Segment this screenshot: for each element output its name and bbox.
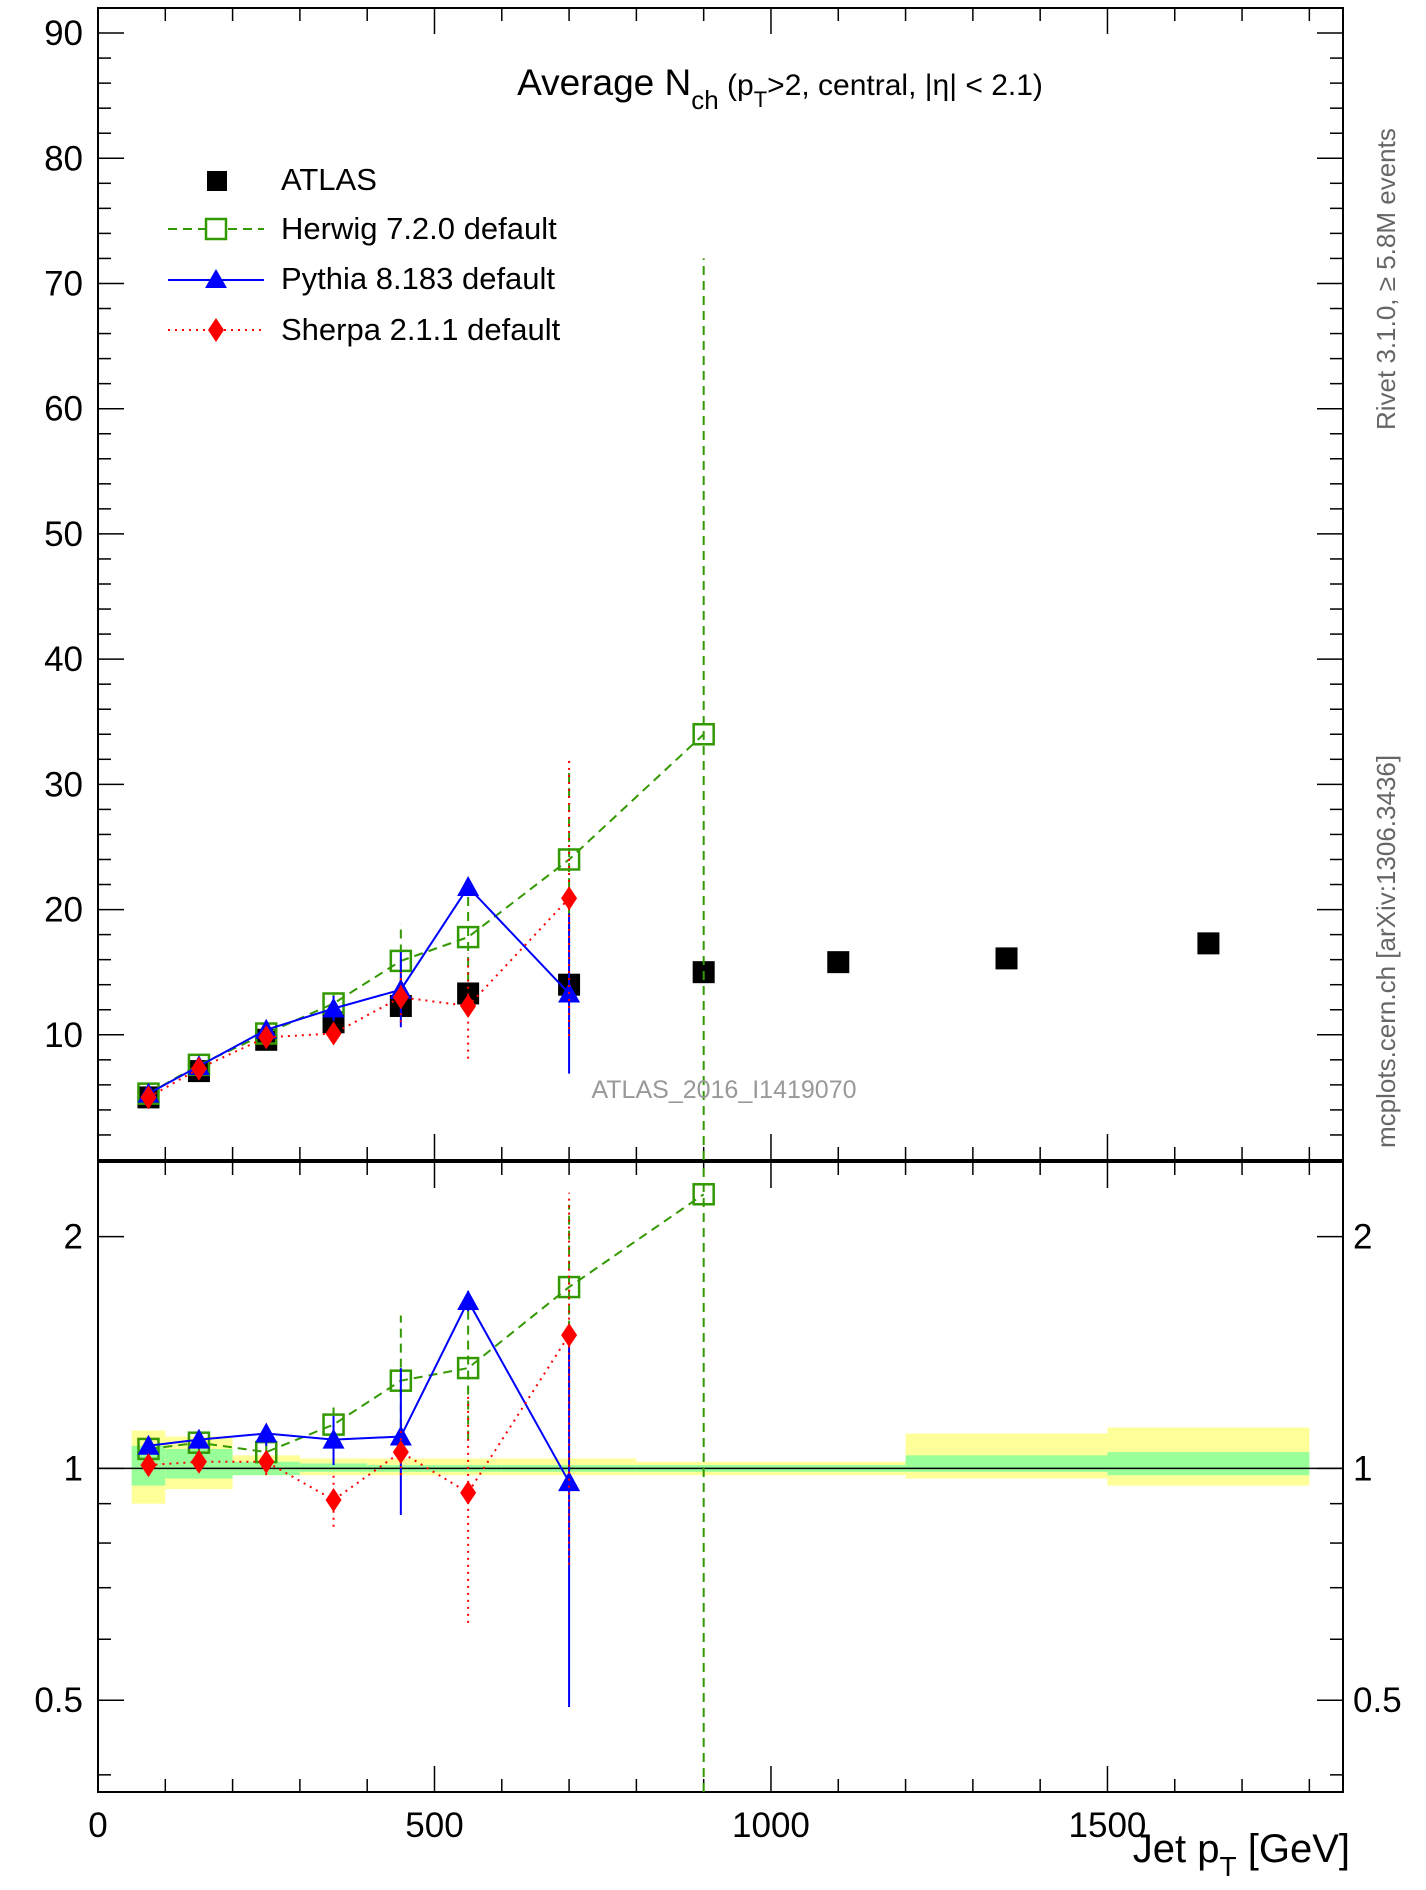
x-tick-label: 500 <box>405 1806 463 1845</box>
x-axis-label: Jet pT [GeV] <box>1133 1827 1350 1882</box>
main-point <box>692 723 715 746</box>
y-tick-label: 40 <box>44 640 83 679</box>
ratio-point <box>258 1449 275 1474</box>
legend-marker-sherpa <box>208 318 224 342</box>
legend-marker-pythia <box>205 269 227 288</box>
ratio-band-green <box>905 1455 1108 1472</box>
ratio-y-tick-label-right: 2 <box>1353 1218 1372 1257</box>
main-point <box>457 876 480 897</box>
ratio-point <box>389 1425 412 1446</box>
ratio-y-tick-label-right: 1 <box>1353 1449 1372 1488</box>
y-tick-label: 20 <box>44 891 83 930</box>
ratio-point <box>137 1434 160 1455</box>
legend-label-sherpa: Sherpa 2.1.1 default <box>281 312 561 347</box>
legend-item-herwig: Herwig 7.2.0 default <box>168 211 557 246</box>
y-tick-label: 80 <box>44 139 83 178</box>
x-tick-label: 0 <box>88 1806 107 1845</box>
y-tick-label: 90 <box>44 14 83 53</box>
x-tick-label: 1500 <box>1069 1806 1147 1845</box>
ratio-series-line <box>148 1193 705 1454</box>
legend-label-herwig: Herwig 7.2.0 default <box>281 211 557 246</box>
legend: ATLAS Herwig 7.2.0 default Pythia 8.183 … <box>168 162 561 347</box>
ratio-point <box>325 1487 342 1512</box>
ratio-point <box>460 1480 477 1505</box>
main-point <box>561 886 578 911</box>
ratio-y-tick-label: 1 <box>64 1449 83 1488</box>
main-point <box>460 993 477 1018</box>
ratio-y-tick-label-right: 0.5 <box>1353 1681 1402 1720</box>
mcplots-credit-text: mcplots.cern.ch [arXiv:1306.3436] <box>1371 755 1401 1148</box>
x-tick-label: 1000 <box>732 1806 810 1845</box>
ratio-bands <box>98 1427 1343 1504</box>
main-series-line <box>147 733 705 1095</box>
ratio-point <box>558 1471 581 1492</box>
axis-ticks <box>97 7 1343 1792</box>
main-point <box>258 1025 275 1050</box>
y-tick-label: 60 <box>44 390 83 429</box>
main-point <box>456 925 480 949</box>
ratio-point <box>392 1440 409 1465</box>
main-series-line <box>147 885 570 1095</box>
legend-label-pythia: Pythia 8.183 default <box>281 261 555 296</box>
ratio-series-1 <box>137 1289 581 1707</box>
ratio-y-tick-label: 2 <box>64 1218 83 1257</box>
main-point <box>995 947 1018 970</box>
ratio-panel-frame <box>97 1161 1344 1793</box>
ratio-point <box>456 1356 480 1380</box>
main-point <box>392 985 409 1010</box>
ratio-point <box>190 1449 207 1474</box>
ratio-point <box>255 1422 278 1443</box>
ratio-band-green <box>299 1463 368 1472</box>
main-point <box>827 951 850 974</box>
main-series-1 <box>137 258 715 1160</box>
ratio-frame-box <box>97 1161 1344 1793</box>
ratio-point <box>140 1453 157 1478</box>
ratio-point <box>187 1428 210 1449</box>
series-layer <box>137 258 1220 1792</box>
ratio-series-2 <box>140 1192 578 1623</box>
y-tick-label: 50 <box>44 515 83 554</box>
ratio-point <box>561 1323 578 1348</box>
chart-title: Average Nch (pT>2, central, |η| < 2.1) <box>517 62 1043 115</box>
main-point <box>325 1021 342 1046</box>
y-tick-label: 30 <box>44 765 83 804</box>
main-point <box>140 1085 157 1110</box>
main-point <box>322 997 345 1018</box>
main-point <box>557 848 581 871</box>
y-tick-label: 70 <box>44 264 83 303</box>
legend-label-atlas: ATLAS <box>281 162 377 197</box>
axis-labels: 0 500 1000 1500 10 20 30 40 50 60 70 80 90 0.5 0.5 1 1 2 2 <box>34 14 1401 1845</box>
legend-marker-herwig <box>204 217 228 241</box>
legend-item-atlas: ATLAS <box>207 162 377 197</box>
y-tick-label: 10 <box>44 1016 83 1055</box>
ratio-y-tick-label: 0.5 <box>34 1681 83 1720</box>
ratio-point <box>692 1183 715 1206</box>
ratio-band-green <box>1107 1452 1310 1476</box>
legend-item-pythia: Pythia 8.183 default <box>168 261 555 296</box>
analysis-watermark: ATLAS_2016_I1419070 <box>591 1076 856 1104</box>
main-series-3 <box>140 760 578 1110</box>
main-point <box>190 1056 207 1081</box>
main-point <box>457 982 480 1005</box>
ratio-point <box>322 1428 345 1449</box>
main-point <box>1197 932 1220 955</box>
ratio-point <box>457 1289 480 1310</box>
rivet-version-text: Rivet 3.1.0, ≥ 5.8M events <box>1371 128 1401 430</box>
legend-marker-atlas <box>207 171 227 191</box>
legend-item-sherpa: Sherpa 2.1.1 default <box>168 312 561 347</box>
